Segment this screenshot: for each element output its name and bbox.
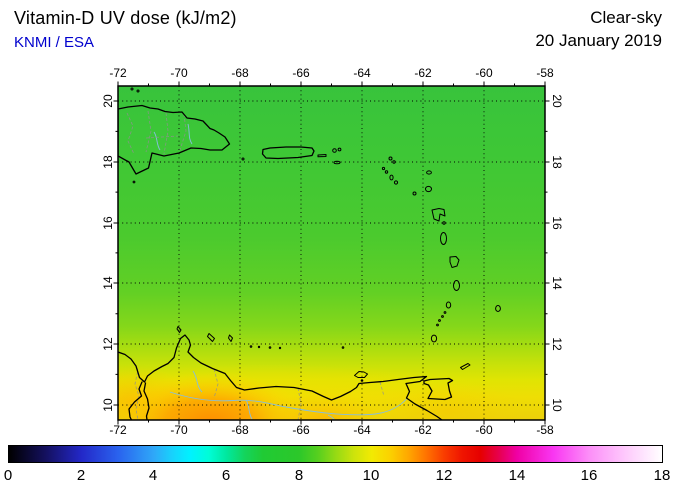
rivers bbox=[153, 123, 407, 420]
date-label: 20 January 2019 bbox=[535, 31, 662, 50]
colorbar-tick-label: 0 bbox=[3, 467, 13, 484]
coastline-hispaniola bbox=[118, 104, 231, 175]
coastline-puerto-rico bbox=[261, 146, 315, 160]
colorbar-tick-label: 2 bbox=[76, 467, 86, 484]
map-plot bbox=[113, 81, 550, 425]
lon-tick-label: -66 bbox=[292, 66, 310, 80]
colorbar-tick-label: 10 bbox=[362, 467, 380, 484]
lon-tick-label: -72 bbox=[109, 423, 127, 437]
coastline-abc-islands bbox=[176, 326, 368, 382]
map-frame bbox=[117, 85, 546, 421]
lon-tick-label: -66 bbox=[292, 423, 310, 437]
lon-tick-label: -62 bbox=[414, 66, 432, 80]
colorbar-tick-label: 18 bbox=[653, 467, 671, 484]
coastline-trinidad bbox=[423, 377, 454, 401]
axis-ticks bbox=[113, 81, 550, 425]
lon-tick-label: -70 bbox=[170, 66, 188, 80]
colorbar-gradient bbox=[8, 445, 663, 463]
coastline-lake-maracaibo bbox=[128, 381, 150, 420]
lon-tick-label: -64 bbox=[353, 66, 371, 80]
lon-tick-label: -58 bbox=[536, 423, 554, 437]
lon-tick-label: -60 bbox=[475, 66, 493, 80]
colorbar-tick-label: 6 bbox=[221, 467, 231, 484]
lon-tick-label: -72 bbox=[109, 66, 127, 80]
colorbar-tick-label: 12 bbox=[435, 467, 453, 484]
lon-tick-label: -64 bbox=[353, 423, 371, 437]
lon-tick-label: -62 bbox=[414, 423, 432, 437]
colorbar-tick-label: 4 bbox=[148, 467, 158, 484]
colorbar-tick-label: 8 bbox=[294, 467, 304, 484]
uv-dose-field bbox=[118, 86, 545, 420]
coastline-mainland bbox=[118, 334, 443, 420]
colorbar-tick-label: 14 bbox=[508, 467, 526, 484]
lon-tick-label: -68 bbox=[231, 423, 249, 437]
lon-tick-label: -60 bbox=[475, 423, 493, 437]
sky-condition: Clear-sky bbox=[590, 8, 662, 27]
lon-tick-label: -58 bbox=[536, 66, 554, 80]
source-credit: KNMI / ESA bbox=[14, 34, 95, 51]
coastlines bbox=[118, 87, 501, 420]
colorbar-tick-label: 16 bbox=[580, 467, 598, 484]
coastline-lesser-antilles bbox=[381, 156, 501, 370]
page-title: Vitamin-D UV dose (kJ/m2) bbox=[14, 8, 237, 28]
lon-tick-label: -70 bbox=[170, 423, 188, 437]
lon-tick-label: -68 bbox=[231, 66, 249, 80]
